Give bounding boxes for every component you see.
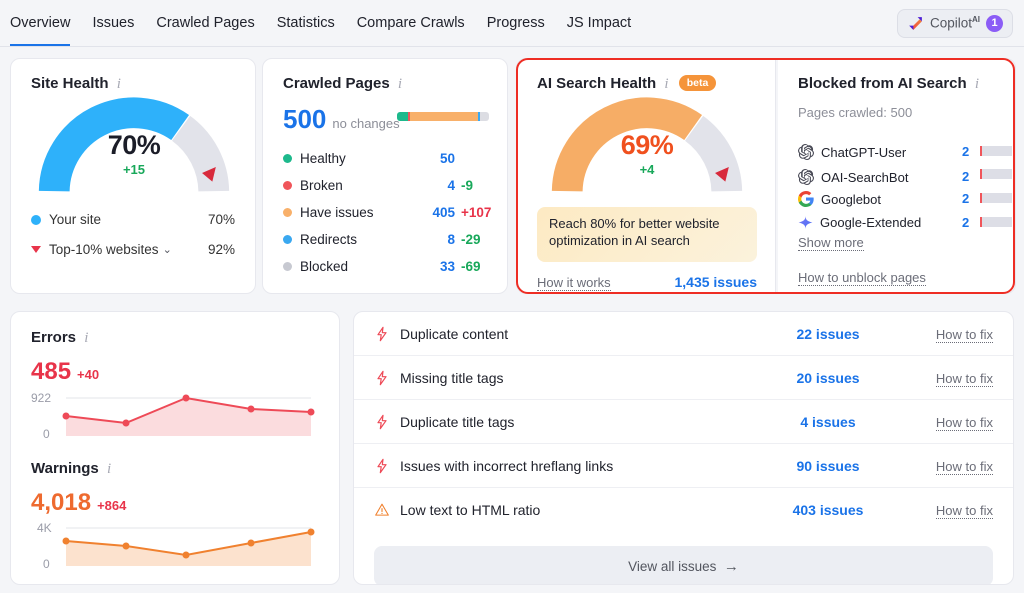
svg-text:4K: 4K: [37, 521, 52, 535]
svg-text:0: 0: [43, 427, 50, 441]
svg-text:0: 0: [43, 557, 50, 571]
svg-text:922: 922: [31, 391, 51, 405]
